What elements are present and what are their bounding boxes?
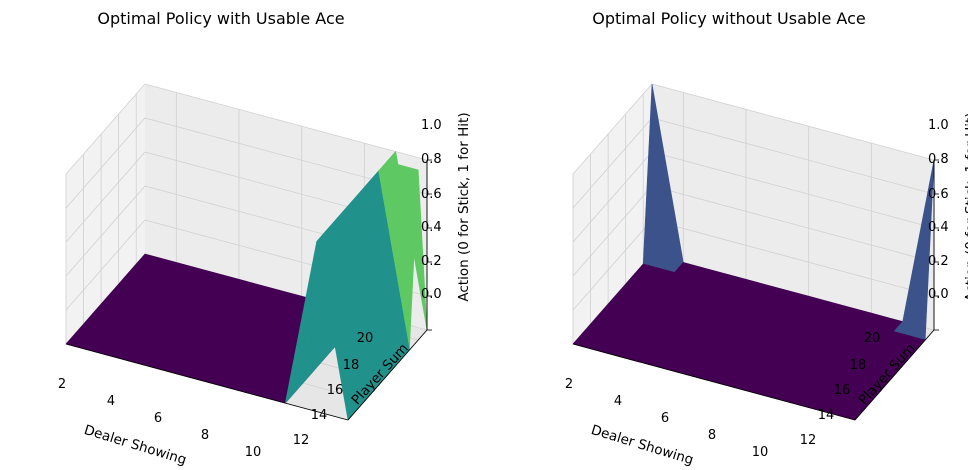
grid-line: [651, 185, 935, 263]
x-tick-label: 2: [565, 377, 573, 392]
z-axis-label: Action (0 for Stick, 1 for Hit): [963, 112, 968, 301]
grid-line: [572, 151, 653, 243]
y-tick-label: 18: [850, 358, 867, 373]
x-tick-label: 4: [107, 394, 115, 409]
x-tick-label: 8: [708, 428, 716, 443]
y-tick-label: 12: [800, 433, 817, 448]
y-tick-label: 16: [834, 383, 851, 398]
chart-title: Optimal Policy without Usable Ace: [592, 9, 865, 28]
subplot-without-usable-ace: Optimal Policy without Usable Ace 2 4 6 8 10…: [565, 9, 968, 468]
subplot-with-usable-ace: Optimal Policy with Usable Ace 246810121…: [58, 9, 472, 468]
y-tick-label: 12: [293, 433, 310, 448]
pane-left: [66, 84, 145, 344]
y-tick-label: 18: [343, 358, 360, 373]
z-tick-label: 1.0: [928, 118, 949, 133]
pane-left: [573, 84, 652, 344]
z-axis-label: Action (0 for Stick, 1 for Hit): [456, 112, 472, 301]
y-axis-line: [347, 329, 428, 421]
z-tick-label: 0.2: [928, 254, 949, 269]
z-tick-label: 0.2: [421, 254, 442, 269]
x-tick-label: 2: [58, 377, 66, 392]
axis-lines: [572, 160, 935, 421]
x-tick-label: 10: [245, 445, 262, 460]
y-tick-label: 16: [327, 383, 344, 398]
chart-title: Optimal Policy with Usable Ace: [97, 9, 344, 28]
surface: [572, 83, 935, 421]
grid-line: [651, 151, 935, 229]
y-tick-label: 20: [864, 331, 881, 346]
z-tick-label: 0.6: [928, 187, 949, 202]
grid-line: [651, 83, 935, 161]
z-tick-label: 0.0: [421, 287, 442, 302]
x-tick-label: 10: [752, 445, 769, 460]
grid-line: [144, 83, 428, 161]
z-tick-label: 0.8: [421, 152, 442, 167]
y-axis-line: [854, 329, 935, 421]
x-tick-label: 6: [154, 411, 162, 426]
grid-line: [65, 185, 146, 277]
z-tick-label: 0.4: [421, 220, 442, 235]
grid-line: [65, 117, 146, 209]
z-tick-label: 0.0: [928, 287, 949, 302]
surface: [65, 151, 428, 421]
grid-line: [572, 185, 653, 277]
x-axis-line: [572, 343, 856, 421]
y-tick-label: 14: [818, 408, 835, 423]
grid-line: [651, 219, 935, 297]
z-tick-label: 1.0: [421, 118, 442, 133]
y-tick-label: 14: [311, 408, 328, 423]
grid-line: [65, 219, 146, 311]
grid-line: [572, 117, 653, 209]
grid-line: [572, 219, 653, 311]
z-tick-label: 0.4: [928, 220, 949, 235]
grid-line: [65, 83, 146, 175]
axis-lines: [65, 160, 428, 421]
z-tick-label: 0.6: [421, 187, 442, 202]
z-tick-label: 0.8: [928, 152, 949, 167]
grid-line: [651, 117, 935, 195]
grid-line: [65, 151, 146, 243]
x-tick-label: 6: [661, 411, 669, 426]
y-tick-label: 20: [357, 331, 374, 346]
grid-line: [572, 83, 653, 175]
x-tick-label: 4: [614, 394, 622, 409]
x-axis-line: [65, 343, 349, 421]
pane-back: [652, 84, 934, 330]
x-tick-label: 8: [201, 428, 209, 443]
